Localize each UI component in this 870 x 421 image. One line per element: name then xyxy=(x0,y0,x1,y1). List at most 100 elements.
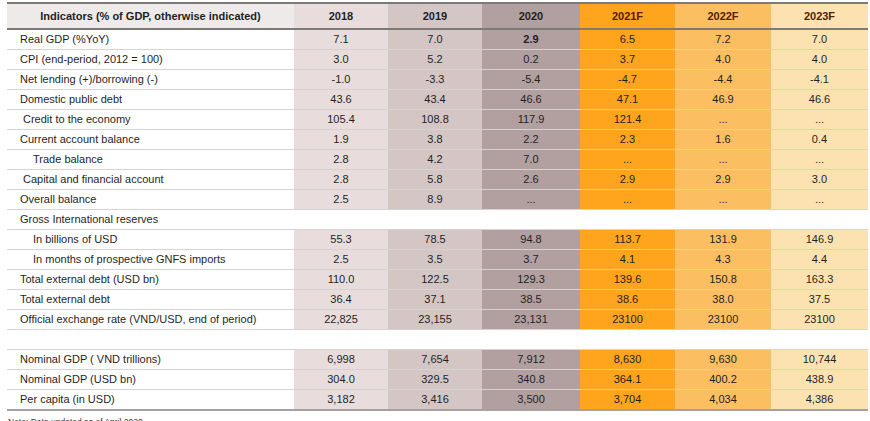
cell-2021f: 8,630 xyxy=(580,350,675,369)
row-label: Net lending (+)/borrowing (-) xyxy=(7,70,294,89)
cell-2022f: ... xyxy=(675,150,771,169)
cell-2019: 7,654 xyxy=(388,350,482,369)
row-label: In months of prospective GNFS imports xyxy=(7,250,294,269)
cell-2019: 8.9 xyxy=(388,190,482,209)
cell-2020: 3,500 xyxy=(482,390,580,409)
cell-2020: 0.2 xyxy=(482,50,580,69)
row-label: Credit to the economy xyxy=(7,110,294,129)
cell-2018: 3.0 xyxy=(294,50,388,69)
cell-2020: 7.0 xyxy=(482,150,580,169)
table-row: Net lending (+)/borrowing (-)-1.0-3.3-5.… xyxy=(7,70,868,90)
cell-2021f: 2.3 xyxy=(580,130,675,149)
cell-2018: 7.1 xyxy=(294,30,388,49)
cell-2021f: 139.6 xyxy=(580,270,675,289)
header-year-2020: 2020 xyxy=(482,4,580,28)
row-label: CPI (end-period, 2012 = 100) xyxy=(7,50,294,69)
cell-2020: ... xyxy=(482,190,580,209)
cell-2021f: 4.1 xyxy=(580,250,675,269)
cell-2019: 108.8 xyxy=(388,110,482,129)
cell-2022f: 4,034 xyxy=(675,390,771,409)
cell-2019: 78.5 xyxy=(388,230,482,249)
cell-2021f: -4.7 xyxy=(580,70,675,89)
table-row: Nominal GDP ( VND trillions)6,9987,6547,… xyxy=(7,350,868,370)
header-year-2019: 2019 xyxy=(388,4,482,28)
cell-2020: 2.6 xyxy=(482,170,580,189)
cell-2023f: 3.0 xyxy=(771,170,868,189)
table-row: Capital and financial account2.85.82.62.… xyxy=(7,170,868,190)
cell-2019: 43.4 xyxy=(388,90,482,109)
table-row: Overall balance2.58.9............ xyxy=(7,190,868,210)
cell-2019: 329.5 xyxy=(388,370,482,389)
footnotes: Note: Data updated as of April 2020 Sour… xyxy=(8,390,395,421)
cell-2023f: -4.1 xyxy=(771,70,868,89)
cell-2020: 38.5 xyxy=(482,290,580,309)
cell-2020: 94.8 xyxy=(482,230,580,249)
cell-2023f: 23100 xyxy=(771,310,868,329)
cell-2018: 43.6 xyxy=(294,90,388,109)
header-indicators-label: Indicators (% of GDP, otherwise indicate… xyxy=(7,4,294,28)
cell-2022f: -4.4 xyxy=(675,70,771,89)
cell-2022f: 150.8 xyxy=(675,270,771,289)
cell-2018: 105.4 xyxy=(294,110,388,129)
cell-2020: 46.6 xyxy=(482,90,580,109)
cell-2019: 122.5 xyxy=(388,270,482,289)
cell-2020: 2.2 xyxy=(482,130,580,149)
cell-2019: 37.1 xyxy=(388,290,482,309)
cell-2019: 7.0 xyxy=(388,30,482,49)
row-label: Overall balance xyxy=(7,190,294,209)
row-label: Domestic public debt xyxy=(7,90,294,109)
table-row: Official exchange rate (VND/USD, end of … xyxy=(7,310,868,330)
cell-2021f: 3,704 xyxy=(580,390,675,409)
header-year-2021f: 2021F xyxy=(580,4,675,28)
cell-2020: 23,131 xyxy=(482,310,580,329)
table-row: Total external debt (USD bn)110.0122.512… xyxy=(7,270,868,290)
cell-2022f: 4.0 xyxy=(675,50,771,69)
header-year-2018: 2018 xyxy=(294,4,388,28)
cell-2021f: ... xyxy=(580,150,675,169)
indicators-table: Indicators (% of GDP, otherwise indicate… xyxy=(7,2,868,411)
cell-2022f: 38.0 xyxy=(675,290,771,309)
cell-2018: 110.0 xyxy=(294,270,388,289)
cell-2018: 22,825 xyxy=(294,310,388,329)
table-row: In months of prospective GNFS imports2.5… xyxy=(7,250,868,270)
row-label: Current account balance xyxy=(7,130,294,149)
note-line: Note: Data updated as of April 2020 xyxy=(8,416,395,421)
row-label: Nominal GDP ( VND trillions) xyxy=(7,350,294,369)
row-label: Capital and financial account xyxy=(7,170,294,189)
cell-2021f: 3.7 xyxy=(580,50,675,69)
table-row: Trade balance2.84.27.0......... xyxy=(7,150,868,170)
cell-2021f: 121.4 xyxy=(580,110,675,129)
cell-2021f: 113.7 xyxy=(580,230,675,249)
cell-2022f: 131.9 xyxy=(675,230,771,249)
cell-2019: 5.2 xyxy=(388,50,482,69)
cell-2023f: 46.6 xyxy=(771,90,868,109)
row-label: Nominal GDP (USD bn) xyxy=(7,370,294,389)
cell-2023f: 0.4 xyxy=(771,130,868,149)
cell-2022f: 2.9 xyxy=(675,170,771,189)
cell-2022f: 1.6 xyxy=(675,130,771,149)
cell-2018: 2.5 xyxy=(294,250,388,269)
cell-2018: 2.8 xyxy=(294,150,388,169)
cell-2023f: ... xyxy=(771,190,868,209)
table-row: In billions of USD55.378.594.8113.7131.9… xyxy=(7,230,868,250)
cell-2018: 6,998 xyxy=(294,350,388,369)
cell-2022f: 7.2 xyxy=(675,30,771,49)
cell-2023f: 438.9 xyxy=(771,370,868,389)
cell-2023f: ... xyxy=(771,150,868,169)
cell-2021f: 23100 xyxy=(580,310,675,329)
cell-2018: -1.0 xyxy=(294,70,388,89)
cell-2023f: ... xyxy=(771,110,868,129)
cell-2020: 3.7 xyxy=(482,250,580,269)
cell-2022f: ... xyxy=(675,190,771,209)
cell-2022f: 46.9 xyxy=(675,90,771,109)
cell-2020: 129.3 xyxy=(482,270,580,289)
cell-2018: 1.9 xyxy=(294,130,388,149)
cell-2022f: 23100 xyxy=(675,310,771,329)
cell-2023f: 4.4 xyxy=(771,250,868,269)
cell-2022f: 4.3 xyxy=(675,250,771,269)
header-year-2023f: 2023F xyxy=(771,4,868,28)
table-row: Credit to the economy105.4108.8117.9121.… xyxy=(7,110,868,130)
cell-2020: 117.9 xyxy=(482,110,580,129)
table-row: CPI (end-period, 2012 = 100)3.05.20.23.7… xyxy=(7,50,868,70)
cell-2021f: 364.1 xyxy=(580,370,675,389)
